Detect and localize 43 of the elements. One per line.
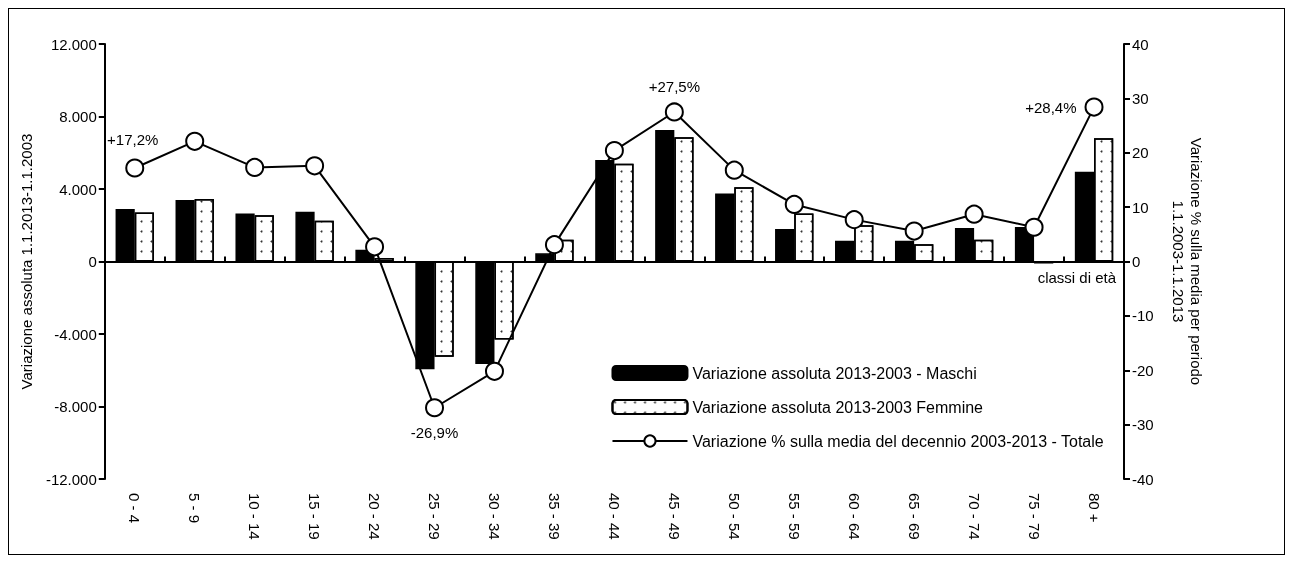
x-tick-label: 40 - 44: [605, 493, 623, 540]
data-label: +27,5%: [648, 78, 700, 96]
y2-tick-label: 40: [1132, 35, 1149, 53]
x-tick-label: 50 - 54: [725, 493, 743, 540]
y-axis-title: Variazione assoluta 1.1.2013-1.1.2003: [17, 133, 35, 390]
y-tick-label: 0: [88, 253, 97, 270]
x-tick-label: 80 +: [1085, 493, 1103, 523]
y2-tick-label: 20: [1132, 144, 1149, 162]
x-tick-label: 75 - 79: [1025, 493, 1043, 540]
y2-tick-label: 30: [1132, 89, 1149, 107]
x-tick-label: 15 - 19: [306, 493, 324, 540]
y2-tick-label: 0: [1132, 253, 1141, 270]
y2-tick-label: 10: [1132, 198, 1149, 216]
x-tick-label: 20 - 24: [366, 493, 384, 540]
y2-tick-label: -30: [1132, 416, 1154, 434]
y-tick-label: -4.000: [54, 325, 97, 343]
y2-axis-title: Variazione % sulla media per periodo 1.1.2003-1.1.2013: [1169, 137, 1205, 386]
y-tick-label: -12.000: [45, 470, 97, 488]
data-label: +28,4%: [1025, 98, 1077, 116]
y2-tick-label: -20: [1132, 361, 1154, 379]
x-tick-label: 45 - 49: [665, 493, 683, 540]
x-tick-label: 0 - 4: [126, 493, 144, 524]
data-label: -26,9%: [410, 424, 459, 442]
x-tick-label: 10 - 14: [246, 493, 264, 540]
y2-tick-label: -40: [1132, 470, 1154, 488]
y-tick-label: 8.000: [59, 108, 97, 125]
y-tick-label: -8.000: [54, 398, 97, 415]
legend-label: Variazione assoluta 2013-2003 - Maschi: [692, 364, 977, 382]
y-tick-label: 12.000: [50, 35, 97, 53]
x-tick-label: 30 - 34: [485, 493, 503, 540]
x-tick-label: 70 - 74: [965, 493, 983, 540]
x-tick-label: 5 - 9: [186, 493, 204, 524]
data-label: +17,2%: [107, 131, 159, 149]
y2-tick-label: -10: [1132, 307, 1154, 325]
legend-label: Variazione % sulla media del decennio 2003-2013 - Totale: [692, 432, 1104, 450]
annotation: classi di età: [1037, 268, 1117, 286]
x-tick-label: 65 - 69: [905, 493, 923, 540]
x-tick-label: 35 - 39: [545, 493, 563, 540]
x-tick-label: 25 - 29: [426, 493, 444, 540]
y-tick-label: 4.000: [59, 180, 97, 198]
x-tick-label: 60 - 64: [845, 493, 863, 540]
x-tick-label: 55 - 59: [785, 493, 803, 540]
legend-label: Variazione assoluta 2013-2003 Femmine: [692, 398, 984, 416]
